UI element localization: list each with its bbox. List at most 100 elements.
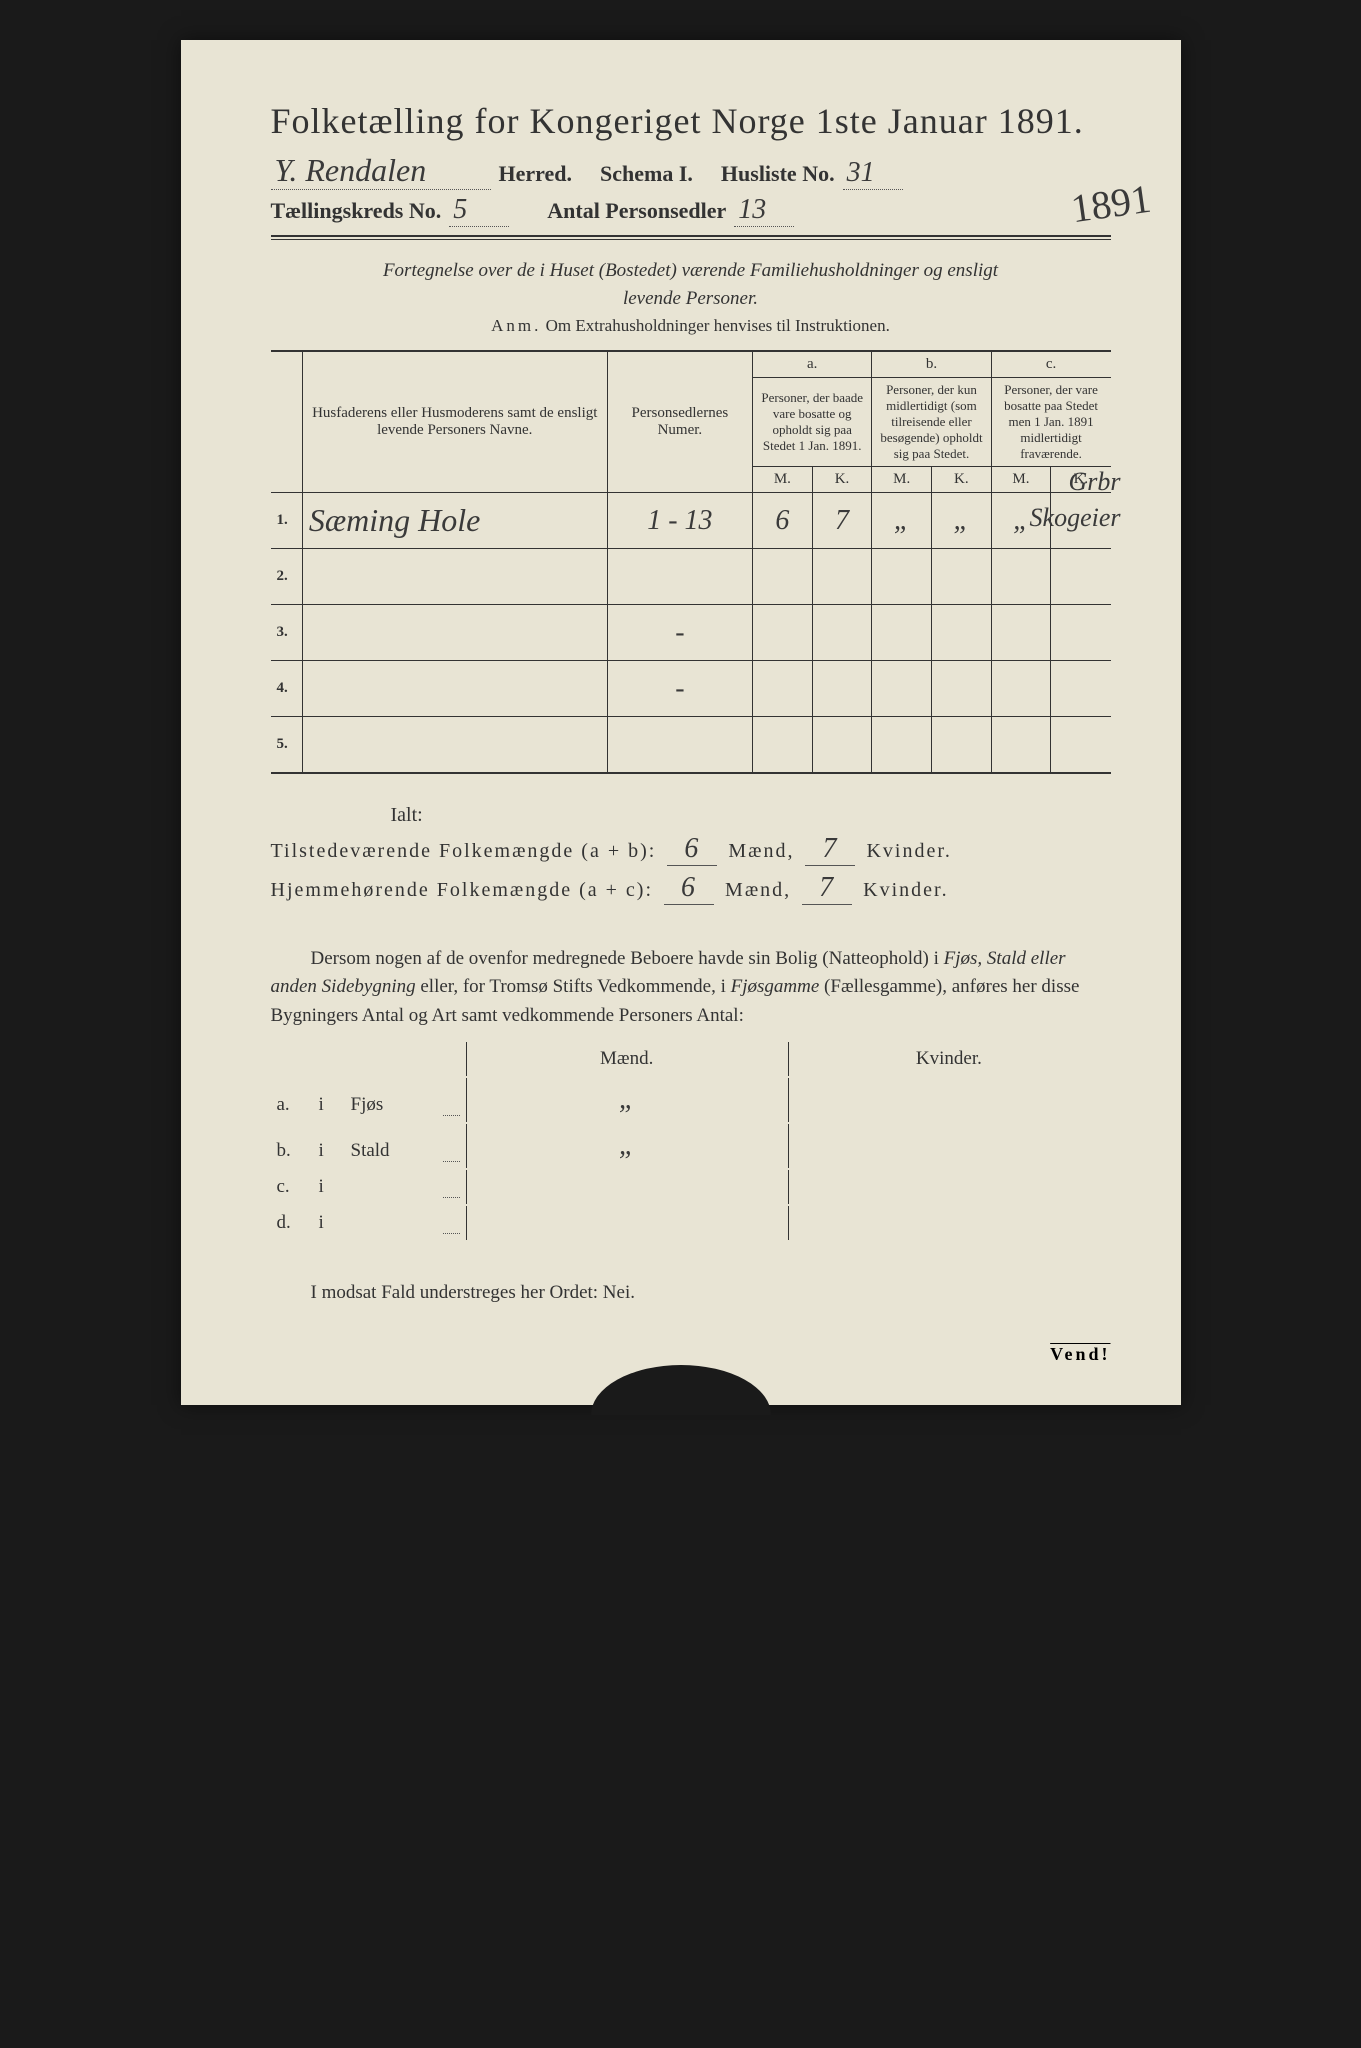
dwelling-k (788, 1078, 1108, 1122)
kreds-line: Tællingskreds No. 5 Antal Personsedler 1… (271, 194, 1111, 227)
row-a-k (812, 605, 872, 661)
row-num: 3. (271, 605, 303, 661)
row-a-m (753, 605, 813, 661)
row-numer: 1 - 13 (607, 493, 752, 549)
row-c-k (1051, 605, 1111, 661)
kreds-hw: 5 (453, 194, 467, 225)
subtitle-line1: Fortegnelse over de i Huset (Bostedet) v… (271, 260, 1111, 282)
dotted-line (443, 1184, 461, 1198)
row-num: 1. (271, 493, 303, 549)
resident-line: Hjemmehørende Folkemængde (a + c): 6 Mæn… (271, 872, 1111, 905)
row-num: 4. (271, 661, 303, 717)
col-numer: Personsedlernes Numer. (607, 351, 752, 493)
dwelling-row: b.iStald„ (273, 1124, 1109, 1168)
dwelling-i: i (315, 1078, 345, 1122)
pres-m: 6 (684, 833, 700, 864)
dwelling-type (347, 1206, 437, 1240)
a-k: K. (812, 467, 872, 493)
dwelling-row: d.i (273, 1206, 1109, 1240)
present-line: Tilstedeværende Folkemængde (a + b): 6 M… (271, 833, 1111, 866)
dwelling-head-m: Mænd. (466, 1042, 786, 1076)
row-a-m (753, 661, 813, 717)
dwelling-a: a. (273, 1078, 313, 1122)
dwelling-row: c.i (273, 1170, 1109, 1204)
row-c-m (991, 549, 1051, 605)
row-a-k (812, 717, 872, 773)
row-b-k (931, 549, 991, 605)
col-c-label: c. (991, 351, 1110, 378)
anm-line: Anm. Om Extrahusholdninger henvises til … (271, 316, 1111, 336)
table-row: 5. (271, 717, 1111, 773)
a-m: M. (753, 467, 813, 493)
table-row: 4. - (271, 661, 1111, 717)
dwelling-table: Mænd. Kvinder. a.iFjøs„b.iStald„c.id.i (271, 1040, 1111, 1242)
col-names: Husfaderens eller Husmoderens samt de en… (302, 351, 607, 493)
schema-label: Schema I. (600, 161, 693, 187)
row-name (302, 549, 607, 605)
row-a-m (753, 717, 813, 773)
row-c-k (1051, 661, 1111, 717)
col-b-label: b. (872, 351, 991, 378)
pres-k: 7 (822, 833, 838, 864)
dwelling-row: a.iFjøs„ (273, 1078, 1109, 1122)
row-a-k (812, 549, 872, 605)
herred-label: Herred. (499, 161, 573, 187)
dwelling-k (788, 1170, 1108, 1204)
row-b-k: „ (931, 493, 991, 549)
nei-line: I modsat Fald understreges her Ordet: Ne… (271, 1282, 1111, 1304)
dwelling-k (788, 1206, 1108, 1240)
totals-block: Ialt: Tilstedeværende Folkemængde (a + b… (271, 804, 1111, 905)
table-wrap: Husfaderens eller Husmoderens samt de en… (271, 350, 1111, 774)
dwelling-type (347, 1170, 437, 1204)
b-k: K. (931, 467, 991, 493)
row-b-m (872, 717, 932, 773)
anm-text: Om Extrahusholdninger henvises til Instr… (546, 316, 890, 335)
row-numer (607, 549, 752, 605)
subtitle-line2: levende Personer. (271, 288, 1111, 310)
row-name (302, 717, 607, 773)
row-numer: - (607, 661, 752, 717)
dwelling-m (466, 1170, 786, 1204)
col-c-text: Personer, der vare bosatte paa Stedet me… (991, 378, 1110, 467)
dwelling-type: Fjøs (347, 1078, 437, 1122)
census-form-page: 1891 Folketælling for Kongeriget Norge 1… (181, 40, 1181, 1405)
dwelling-i: i (315, 1206, 345, 1240)
row-a-k: 7 (812, 493, 872, 549)
c-m: M. (991, 467, 1051, 493)
dotted-line (443, 1102, 461, 1116)
row-a-m: 6 (753, 493, 813, 549)
header-rule (271, 235, 1111, 240)
row-name (302, 661, 607, 717)
antal-label: Antal Personsedler (547, 198, 726, 224)
dwelling-i: i (315, 1170, 345, 1204)
b-m: M. (872, 467, 932, 493)
anm-label: Anm. (491, 316, 541, 335)
antal-hw: 13 (738, 194, 766, 225)
row-name (302, 605, 607, 661)
row-c-k (1051, 717, 1111, 773)
col-a-label: a. (753, 351, 872, 378)
dwelling-m: „ (466, 1124, 786, 1168)
dotted-line (443, 1148, 461, 1162)
row-c-m (991, 605, 1051, 661)
row-name: Sæming Hole (302, 493, 607, 549)
husliste-label: Husliste No. (721, 161, 835, 187)
row-b-m (872, 549, 932, 605)
row-b-m (872, 605, 932, 661)
page-damage (591, 1365, 771, 1415)
row-b-m (872, 661, 932, 717)
row-num: 2. (271, 549, 303, 605)
table-row: 2. (271, 549, 1111, 605)
res-k: 7 (819, 872, 835, 903)
kreds-label: Tællingskreds No. (271, 198, 442, 224)
res-m: 6 (681, 872, 697, 903)
dwelling-head-k: Kvinder. (788, 1042, 1108, 1076)
dwelling-k (788, 1124, 1108, 1168)
main-table: Husfaderens eller Husmoderens samt de en… (271, 350, 1111, 774)
row-a-m (753, 549, 813, 605)
dwelling-a: d. (273, 1206, 313, 1240)
herred-line: Y. Rendalen Herred. Schema I. Husliste N… (271, 152, 1111, 190)
row-c-m (991, 717, 1051, 773)
dwelling-paragraph: Dersom nogen af de ovenfor medregnede Be… (271, 945, 1111, 1031)
row-c-k (1051, 549, 1111, 605)
